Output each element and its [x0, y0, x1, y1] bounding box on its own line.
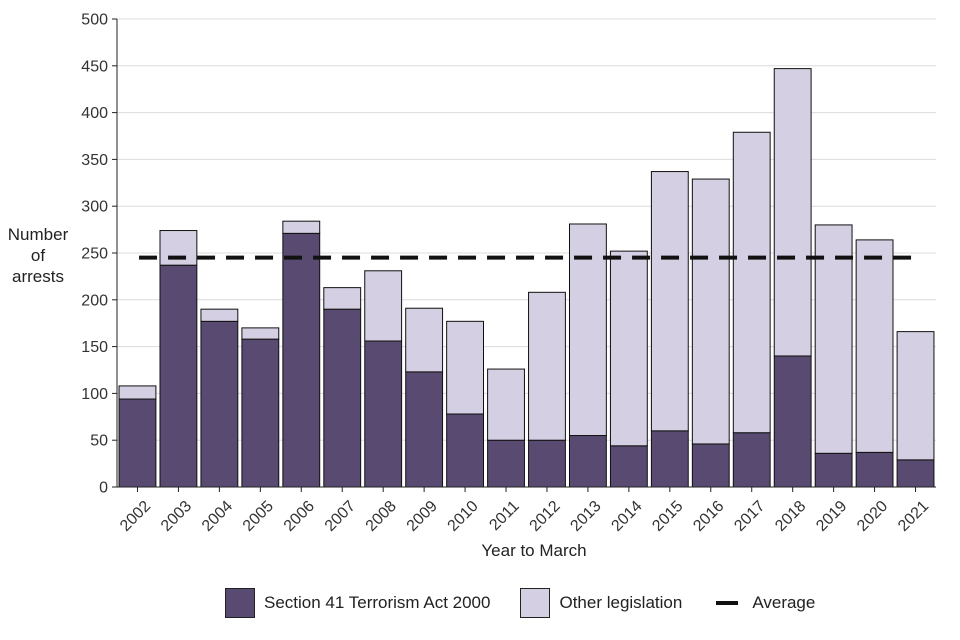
x-tick-label: 2008: [363, 498, 400, 535]
legend-swatch-other: [520, 588, 551, 618]
x-tick-label: 2011: [486, 498, 522, 534]
bar-other-legislation: [528, 291, 566, 441]
bar-section41: [446, 413, 485, 488]
bar-other-legislation: [732, 131, 771, 434]
bar-section41: [200, 320, 239, 488]
x-tick-label: 2016: [690, 498, 727, 535]
legend-label-average: Average: [752, 593, 816, 612]
legend-dash-average: [716, 601, 739, 605]
y-tick-labels: 0 50 100 150 200 250 300 350 400 450 500: [81, 12, 108, 497]
bar-section41: [241, 338, 280, 488]
bar-section41: [568, 435, 607, 488]
y-axis-label: Number of arrests: [8, 225, 69, 286]
bar-section41: [282, 232, 321, 488]
y-tick-label: 150: [81, 339, 108, 356]
bar-other-legislation: [364, 270, 403, 342]
bar-section41: [159, 264, 198, 488]
y-axis-label-line: arrests: [12, 267, 64, 286]
bar-other-legislation: [609, 250, 648, 447]
bar-section41: [855, 451, 894, 488]
x-tick-label: 2009: [404, 498, 441, 535]
legend-item-section41: Section 41 Terrorism Act 2000: [225, 588, 490, 618]
x-tick-label: 2020: [854, 498, 891, 535]
legend-item-average: Average: [712, 593, 815, 613]
bar-section41: [323, 308, 362, 488]
bar-other-legislation: [896, 331, 935, 461]
y-tick-label: 50: [90, 433, 108, 450]
x-tick-label: 2019: [813, 498, 850, 535]
legend-item-other: Other legislation: [520, 588, 682, 618]
x-tick-label: 2014: [608, 498, 645, 535]
legend-swatch-section41: [225, 588, 255, 618]
y-axis-label-line: of: [31, 246, 45, 265]
bar-section41: [405, 371, 444, 488]
x-tick-label: 2021: [895, 498, 932, 535]
x-tick-label: 2004: [199, 498, 236, 535]
x-tick-label: 2012: [527, 498, 564, 535]
bar-section41: [732, 432, 771, 488]
bar-other-legislation: [487, 368, 525, 441]
x-axis-label: Year to March: [481, 541, 586, 560]
x-tick-label: 2015: [649, 498, 686, 535]
x-tick-label: 2006: [281, 498, 318, 535]
bar-other-legislation: [323, 287, 362, 310]
x-tick-label: 2017: [731, 498, 768, 535]
bars: [118, 68, 935, 492]
y-tick-label: 350: [81, 152, 108, 169]
bar-section41: [118, 398, 157, 488]
y-axis-label-line: Number: [8, 225, 69, 244]
x-tick-label: 2005: [240, 498, 277, 535]
bar-other-legislation: [691, 178, 730, 445]
bar-section41: [896, 459, 935, 488]
y-tick-label: 250: [81, 246, 108, 263]
bar-section41: [364, 340, 403, 488]
y-tick-label: 100: [81, 386, 108, 403]
bar-section41: [609, 445, 648, 488]
y-tick-label: 0: [99, 480, 108, 497]
x-tick-label: 2003: [158, 498, 195, 535]
bar-section41: [650, 430, 689, 488]
x-tick-label: 2018: [772, 498, 809, 535]
bar-other-legislation: [241, 327, 280, 340]
y-tick-label: 200: [81, 292, 108, 309]
x-tick-label: 2007: [322, 498, 359, 535]
legend-label-section41: Section 41 Terrorism Act 2000: [264, 593, 491, 612]
bar-other-legislation: [118, 385, 157, 400]
bar-section41: [814, 452, 853, 488]
legend-label-other: Other legislation: [559, 593, 683, 612]
bar-other-legislation: [159, 230, 198, 266]
bar-other-legislation: [405, 307, 444, 373]
legend: Section 41 Terrorism Act 2000 Other legi…: [225, 588, 845, 618]
bar-other-legislation: [446, 320, 485, 415]
x-tick-labels: 2002 2003 2004 2005 2006 2007 2008 2009 2010 2011…: [117, 498, 932, 535]
bar-section41: [487, 439, 525, 488]
bar-other-legislation: [282, 220, 321, 234]
x-tick-label: 2013: [567, 498, 604, 535]
bar-other-legislation: [650, 171, 689, 432]
bar-other-legislation: [855, 239, 894, 453]
bar-other-legislation: [200, 308, 239, 322]
y-tick-label: 400: [81, 105, 108, 122]
bar-section41: [773, 355, 812, 488]
axes: [116, 19, 936, 488]
bar-other-legislation: [773, 68, 812, 357]
y-tick-label: 450: [81, 58, 108, 75]
x-tick-label: 2002: [117, 498, 154, 535]
x-tick-label: 2010: [445, 498, 482, 535]
bar-other-legislation: [814, 224, 853, 454]
bar-section41: [691, 443, 730, 488]
y-tick-label: 300: [81, 199, 108, 216]
y-tick-label: 500: [81, 12, 108, 29]
bar-section41: [528, 439, 566, 488]
